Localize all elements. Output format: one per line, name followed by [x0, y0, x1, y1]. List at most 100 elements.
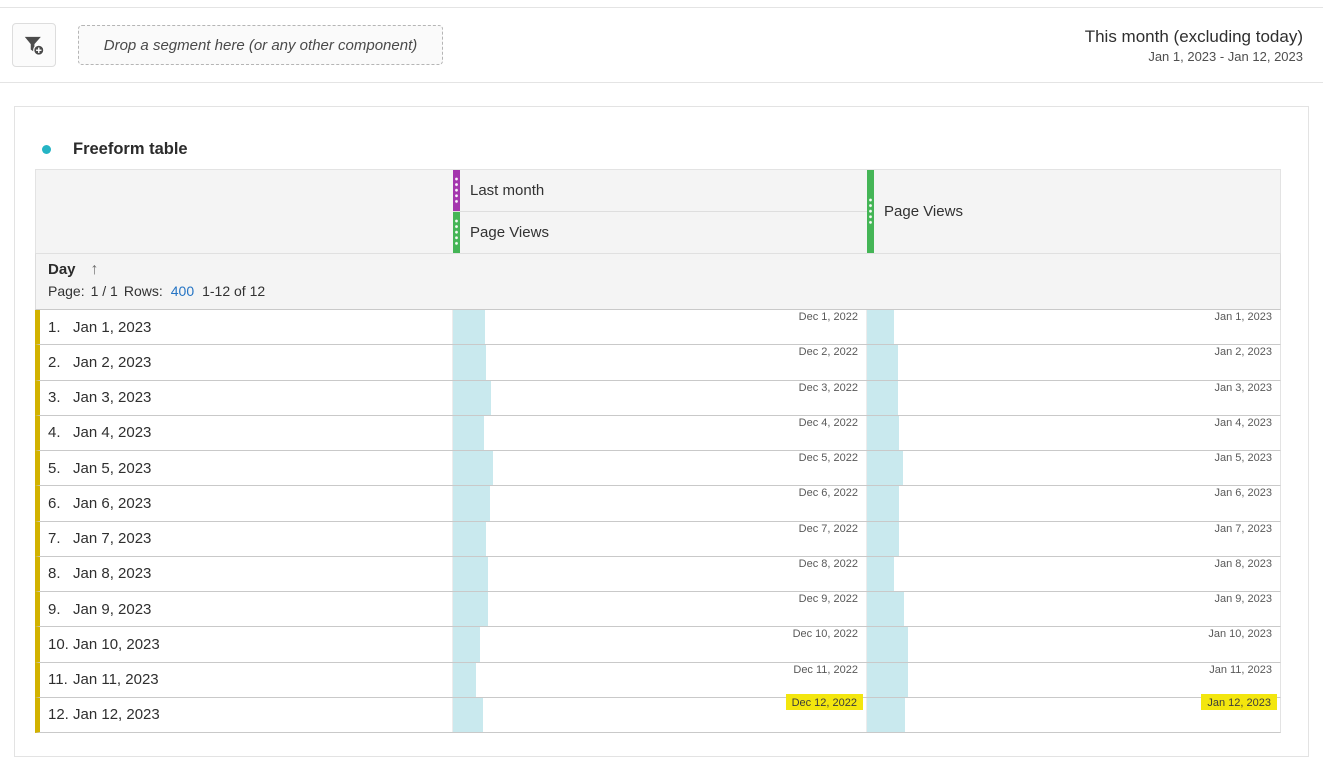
sort-ascending-icon: ↑: [90, 260, 99, 278]
panel-date-range[interactable]: This month (excluding today) Jan 1, 2023…: [1085, 26, 1303, 63]
last-month-page-views-cell[interactable]: Dec 1, 2022: [452, 310, 866, 345]
last-month-page-views-cell[interactable]: Dec 11, 2022: [452, 662, 866, 697]
day-value: Jan 11, 2023: [73, 671, 159, 689]
add-segment-filter-button[interactable]: [12, 23, 56, 67]
cell-value: Jan 7, 2023: [1214, 522, 1273, 535]
cell-value: Jan 1, 2023: [1214, 311, 1273, 323]
column-header-last-month: Last month Page Views: [453, 170, 867, 253]
page-views-cell[interactable]: Jan 8, 2023: [866, 556, 1280, 591]
row-number: 11.: [48, 671, 68, 689]
row-number: 6.: [48, 494, 61, 512]
cell-bar: [867, 697, 905, 732]
dimension-header-day[interactable]: Day ↑: [48, 261, 99, 278]
last-month-page-views-cell[interactable]: Dec 5, 2022: [452, 451, 866, 486]
page-views-cell[interactable]: Jan 12, 2023: [866, 693, 1280, 732]
row-number: 1.: [48, 318, 61, 336]
day-dimension-cell[interactable]: 8. Jan 8, 2023: [40, 557, 452, 591]
day-dimension-cell[interactable]: 9. Jan 9, 2023: [40, 592, 452, 626]
last-month-page-views-cell[interactable]: Dec 12, 2022: [452, 693, 866, 732]
day-dimension-cell[interactable]: 1. Jan 1, 2023: [40, 310, 452, 344]
cell-bar: [867, 310, 894, 345]
cell-value: Jan 11, 2023: [1209, 663, 1272, 676]
cell-value: Dec 12, 2022: [785, 693, 863, 710]
day-value: Jan 1, 2023: [73, 318, 152, 336]
freeform-table-panel: Freeform table Last month Page Views Pag…: [14, 106, 1309, 757]
table-row: 5. Jan 5, 2023 Dec 5, 2022 Jan 5, 2023: [35, 451, 1281, 487]
table-pagination: Page: 1 / 1 Rows: 400 1-12 of 12: [48, 283, 1280, 299]
table-row: 7. Jan 7, 2023 Dec 7, 2022 Jan 7, 2023: [35, 521, 1281, 557]
page-value: 1 / 1: [90, 283, 118, 299]
day-dimension-cell[interactable]: 6. Jan 6, 2023: [40, 486, 452, 520]
cell-value: Dec 4, 2022: [798, 416, 858, 429]
page-views-cell[interactable]: Jan 3, 2023: [866, 380, 1280, 415]
page-views-cell[interactable]: Jan 11, 2023: [866, 662, 1280, 697]
last-month-page-views-cell[interactable]: Dec 9, 2022: [452, 592, 866, 627]
metric-header-page-views-1[interactable]: Page Views: [453, 212, 867, 253]
cell-bar: [453, 662, 476, 697]
cell-bar: [453, 310, 485, 345]
page-views-cell[interactable]: Jan 6, 2023: [866, 486, 1280, 521]
segment-dropzone[interactable]: Drop a segment here (or any other compon…: [78, 25, 443, 65]
cell-value: Jan 3, 2023: [1214, 381, 1273, 394]
last-month-page-views-cell[interactable]: Dec 3, 2022: [452, 380, 866, 415]
page-views-cell[interactable]: Jan 5, 2023: [866, 451, 1280, 486]
table-row: 11. Jan 11, 2023 Dec 11, 2022 Jan 11, 2023: [35, 662, 1281, 698]
last-month-page-views-cell[interactable]: Dec 7, 2022: [452, 521, 866, 556]
cell-value: Jan 12, 2023: [1201, 693, 1277, 710]
cell-value: Jan 5, 2023: [1214, 452, 1273, 464]
cell-bar: [453, 345, 486, 380]
last-month-page-views-cell[interactable]: Dec 10, 2022: [452, 627, 866, 662]
day-value: Jan 3, 2023: [73, 389, 152, 407]
day-value: Jan 7, 2023: [73, 530, 152, 548]
cell-value: Jan 6, 2023: [1214, 487, 1273, 500]
day-value: Jan 10, 2023: [73, 635, 160, 653]
day-dimension-cell[interactable]: 7. Jan 7, 2023: [40, 522, 452, 556]
cell-bar: [867, 521, 899, 556]
visualization-header: Freeform table: [15, 107, 1308, 169]
metric-header-page-views-2[interactable]: Page Views: [867, 170, 1281, 253]
row-number: 3.: [48, 389, 61, 407]
cell-value: Dec 11, 2022: [793, 663, 858, 676]
cell-bar: [453, 521, 486, 556]
page-views-cell[interactable]: Jan 2, 2023: [866, 345, 1280, 380]
cell-bar: [867, 592, 904, 627]
day-dimension-cell[interactable]: 3. Jan 3, 2023: [40, 381, 452, 415]
last-month-page-views-cell[interactable]: Dec 2, 2022: [452, 345, 866, 380]
cell-value: Jan 8, 2023: [1214, 557, 1273, 570]
cell-value: Dec 3, 2022: [798, 381, 858, 394]
day-value: Jan 2, 2023: [73, 353, 152, 371]
page-views-cell[interactable]: Jan 9, 2023: [866, 592, 1280, 627]
day-dimension-cell[interactable]: 5. Jan 5, 2023: [40, 451, 452, 485]
last-month-page-views-cell[interactable]: Dec 4, 2022: [452, 415, 866, 450]
page-views-cell[interactable]: Jan 7, 2023: [866, 521, 1280, 556]
cell-value: Dec 1, 2022: [798, 311, 858, 323]
metric-label: Page Views: [884, 203, 963, 220]
last-month-page-views-cell[interactable]: Dec 6, 2022: [452, 486, 866, 521]
cell-value: Dec 6, 2022: [798, 487, 858, 500]
cell-bar: [453, 380, 491, 415]
page-views-cell[interactable]: Jan 10, 2023: [866, 627, 1280, 662]
day-dimension-cell[interactable]: 11. Jan 11, 2023: [40, 663, 452, 697]
last-month-page-views-cell[interactable]: Dec 8, 2022: [452, 556, 866, 591]
day-dimension-cell[interactable]: 10. Jan 10, 2023: [40, 627, 452, 661]
cell-value: Dec 7, 2022: [798, 522, 858, 535]
cell-value: Dec 8, 2022: [798, 557, 858, 570]
date-range-drag-handle-icon[interactable]: [453, 170, 460, 211]
day-value: Jan 6, 2023: [73, 494, 152, 512]
row-range-text: 1-12 of 12: [202, 283, 266, 299]
panel-toolbar: Drop a segment here (or any other compon…: [0, 8, 1323, 83]
metric-drag-handle-icon[interactable]: [453, 212, 460, 253]
visualization-bullet-icon: [42, 144, 51, 154]
metric-drag-handle-icon[interactable]: [867, 170, 874, 253]
table-column-headers: Last month Page Views Page Views: [35, 169, 1281, 253]
top-divider: [0, 0, 1323, 8]
page-views-cell[interactable]: Jan 1, 2023: [866, 310, 1280, 345]
day-dimension-cell[interactable]: 4. Jan 4, 2023: [40, 416, 452, 450]
rows-per-page-link[interactable]: 400: [170, 283, 195, 299]
page-views-cell[interactable]: Jan 4, 2023: [866, 415, 1280, 450]
row-number: 7.: [48, 530, 61, 548]
row-number: 9.: [48, 600, 61, 618]
day-dimension-cell[interactable]: 12. Jan 12, 2023: [40, 698, 452, 732]
date-range-header-last-month[interactable]: Last month: [453, 170, 867, 212]
day-dimension-cell[interactable]: 2. Jan 2, 2023: [40, 345, 452, 379]
